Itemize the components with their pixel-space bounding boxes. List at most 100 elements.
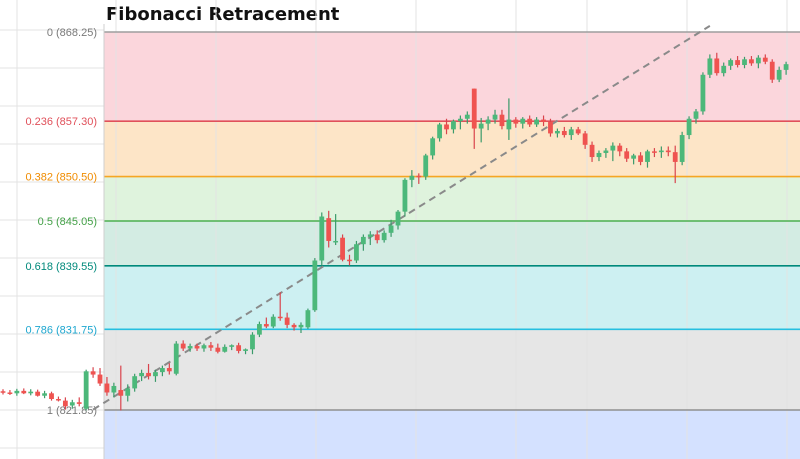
candle-body xyxy=(229,345,235,347)
candle-body xyxy=(97,374,103,384)
fib-label-0.236: 0.236 (857.30) xyxy=(25,116,97,128)
candle-body xyxy=(423,155,429,177)
candle-body xyxy=(464,114,470,119)
candle-body xyxy=(416,175,422,178)
fib-zone-0.236 xyxy=(104,121,800,177)
candle-body xyxy=(652,151,657,153)
candle-body xyxy=(305,310,311,328)
candle-body xyxy=(194,346,200,349)
candle-body xyxy=(340,237,345,260)
candle-body xyxy=(7,392,13,394)
candle-body xyxy=(354,244,359,261)
fib-zone-1 xyxy=(104,410,800,459)
candle-body xyxy=(492,114,498,120)
candle-body xyxy=(153,372,158,377)
candle-body xyxy=(707,58,713,75)
candle-body xyxy=(326,218,332,241)
candle-body xyxy=(721,65,727,74)
candle-body xyxy=(714,58,720,74)
candle-body xyxy=(430,138,436,156)
fib-label-0: 0 (868.25) xyxy=(47,27,97,39)
candle-body xyxy=(312,260,318,311)
candle-body xyxy=(402,179,408,212)
candle-body xyxy=(270,316,276,327)
candle-body xyxy=(333,240,339,243)
candle-body xyxy=(166,368,172,372)
fib-zone-0.618 xyxy=(104,265,800,330)
candle-body xyxy=(76,402,82,404)
candle-body xyxy=(631,155,637,159)
candle-body xyxy=(104,383,110,393)
candle-body xyxy=(395,211,401,226)
candle-body xyxy=(561,130,567,136)
candle-body xyxy=(173,343,179,374)
candle-body xyxy=(381,232,387,241)
candle-body xyxy=(776,69,782,80)
candle-body xyxy=(125,388,131,396)
candle-body xyxy=(56,399,61,401)
candle-body xyxy=(409,175,415,180)
candle-body xyxy=(250,334,255,350)
candle-body xyxy=(506,119,512,130)
trend-line xyxy=(92,25,711,411)
candle-body xyxy=(118,390,124,396)
candle-body xyxy=(236,345,242,351)
candle-body xyxy=(111,385,117,393)
fib-label-0.786: 0.786 (831.75) xyxy=(25,324,97,336)
candle-body xyxy=(187,346,193,349)
candle-body xyxy=(243,349,248,351)
candle-body xyxy=(21,390,27,394)
candle-body xyxy=(755,57,761,64)
chart-title: Fibonacci Retracement xyxy=(106,4,340,25)
candle-body xyxy=(693,111,699,119)
candle-body xyxy=(49,393,54,400)
fib-label-0.5: 0.5 (845.05) xyxy=(38,216,97,228)
candle-body xyxy=(284,317,290,325)
candle-body xyxy=(742,59,747,65)
candle-body xyxy=(139,372,144,377)
candle-body xyxy=(728,60,734,66)
candle-body xyxy=(457,118,463,122)
candle-body xyxy=(749,59,754,64)
candle-body xyxy=(762,57,768,62)
candle-body xyxy=(548,122,553,134)
candle-body xyxy=(485,119,491,124)
candle-body xyxy=(69,402,75,406)
candle-body xyxy=(686,118,692,136)
candle-body xyxy=(610,145,616,151)
candle-body xyxy=(215,347,221,352)
candle-body xyxy=(527,118,533,125)
candle-body xyxy=(83,371,89,409)
candle-body xyxy=(624,151,630,159)
candle-body xyxy=(437,124,442,139)
candle-body xyxy=(367,234,373,237)
candle-body xyxy=(534,119,540,125)
fib-zone-0.382 xyxy=(104,176,800,221)
fib-zone-0.786 xyxy=(104,329,800,410)
candle-body xyxy=(520,118,526,124)
candle-body xyxy=(471,88,477,129)
fib-label-0.382: 0.382 (850.50) xyxy=(25,172,97,184)
candle-body xyxy=(478,123,484,129)
candle-body xyxy=(658,150,664,153)
candle-body xyxy=(575,129,581,134)
candle-body xyxy=(180,343,186,349)
candle-body xyxy=(783,64,789,70)
candle-body xyxy=(222,346,228,352)
candle-body xyxy=(541,119,546,123)
candle-body xyxy=(159,368,165,373)
candle-body xyxy=(638,155,643,162)
candle-body xyxy=(645,151,650,162)
candle-body xyxy=(291,324,297,328)
candle-body xyxy=(90,371,96,375)
candle-body xyxy=(132,376,138,389)
candle-body xyxy=(589,144,595,158)
candle-body xyxy=(451,121,456,130)
candle-body xyxy=(347,259,352,262)
candle-body xyxy=(444,124,449,130)
candle-body xyxy=(201,345,207,349)
candle-body xyxy=(257,324,262,335)
candle-body xyxy=(374,234,380,241)
